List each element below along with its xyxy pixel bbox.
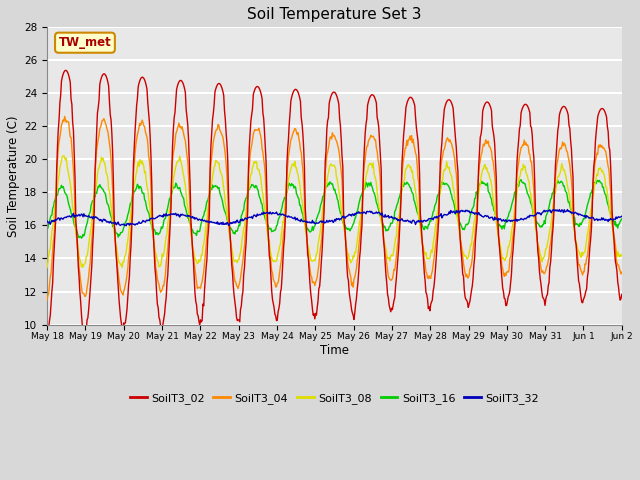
SoilT3_02 xyxy=(173,87,180,93)
SoilT3_32 xyxy=(113,222,120,228)
Line: SoilT3_08: SoilT3_08 xyxy=(47,156,621,267)
SoilT3_08 xyxy=(172,164,180,169)
Legend: SoilT3_02, SoilT3_04, SoilT3_08, SoilT3_16, SoilT3_32: SoilT3_02, SoilT3_04, SoilT3_08, SoilT3_… xyxy=(125,388,543,408)
SoilT3_04 xyxy=(113,263,121,269)
SoilT3_08 xyxy=(405,163,413,168)
SoilT3_08 xyxy=(60,153,68,158)
SoilT3_32 xyxy=(618,214,625,219)
SoilT3_32 xyxy=(564,207,572,213)
SoilT3_32 xyxy=(172,210,180,216)
SoilT3_08 xyxy=(202,219,210,225)
SoilT3_32 xyxy=(405,219,413,225)
X-axis label: Time: Time xyxy=(320,344,349,357)
Y-axis label: Soil Temperature (C): Soil Temperature (C) xyxy=(7,115,20,237)
SoilT3_16 xyxy=(172,180,180,186)
SoilT3_02 xyxy=(115,286,122,291)
SoilT3_02 xyxy=(406,95,414,100)
SoilT3_04 xyxy=(172,132,180,137)
SoilT3_08 xyxy=(422,250,430,255)
SoilT3_16 xyxy=(618,216,625,222)
SoilT3_16 xyxy=(113,231,121,237)
Text: TW_met: TW_met xyxy=(59,36,111,49)
SoilT3_04 xyxy=(422,269,430,275)
SoilT3_04 xyxy=(44,298,51,303)
SoilT3_02 xyxy=(423,291,431,297)
SoilT3_04 xyxy=(618,269,625,275)
SoilT3_16 xyxy=(44,226,51,231)
SoilT3_16 xyxy=(405,182,413,188)
SoilT3_02 xyxy=(618,291,625,297)
SoilT3_16 xyxy=(517,177,525,182)
SoilT3_04 xyxy=(405,137,413,143)
SoilT3_02 xyxy=(44,328,51,334)
SoilT3_08 xyxy=(618,252,625,258)
SoilT3_02 xyxy=(203,256,211,262)
SoilT3_02 xyxy=(61,68,69,73)
SoilT3_32 xyxy=(422,218,430,224)
SoilT3_08 xyxy=(54,184,61,190)
SoilT3_04 xyxy=(54,158,61,164)
SoilT3_32 xyxy=(54,216,61,222)
SoilT3_02 xyxy=(44,331,52,336)
SoilT3_08 xyxy=(44,264,51,270)
Line: SoilT3_16: SoilT3_16 xyxy=(47,180,621,238)
SoilT3_32 xyxy=(202,219,210,225)
SoilT3_16 xyxy=(202,203,210,208)
SoilT3_08 xyxy=(113,251,121,257)
SoilT3_16 xyxy=(77,235,85,241)
SoilT3_04 xyxy=(61,113,68,119)
SoilT3_02 xyxy=(54,127,62,132)
Title: Soil Temperature Set 3: Soil Temperature Set 3 xyxy=(247,7,422,22)
SoilT3_16 xyxy=(422,224,430,229)
SoilT3_32 xyxy=(44,218,51,224)
Line: SoilT3_32: SoilT3_32 xyxy=(47,210,621,226)
SoilT3_04 xyxy=(202,243,210,249)
SoilT3_16 xyxy=(54,192,61,198)
SoilT3_32 xyxy=(122,223,130,228)
Line: SoilT3_04: SoilT3_04 xyxy=(47,116,621,300)
Line: SoilT3_02: SoilT3_02 xyxy=(47,71,621,334)
